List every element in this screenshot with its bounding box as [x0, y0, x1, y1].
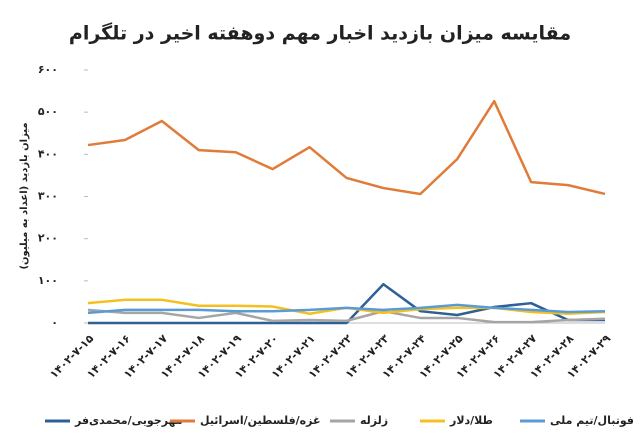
legend-label: زلزله [360, 414, 388, 427]
y-tick-label: ۶۰۰ [38, 63, 58, 76]
series-line [87, 99, 606, 196]
series-line [87, 303, 606, 315]
y-tick-label: ۵۰۰ [38, 105, 58, 118]
y-tick-label: ۱۰۰ [38, 274, 58, 287]
series-line [87, 308, 606, 324]
legend-label: مهرجویی/محمدی‌فر [74, 414, 183, 427]
legend-label: غزه/فلسطین/اسرائیل [200, 414, 321, 427]
legend-label: طلا/دلار [449, 414, 493, 427]
y-tick-label: ۳۰۰ [38, 190, 58, 203]
legend-label: فوتبال/تیم ملی [550, 414, 634, 427]
y-axis-label: میزان بازدید (اعداد به میلیون) [19, 122, 30, 269]
y-tick-label: ۴۰۰ [38, 147, 58, 160]
chart-title: مقایسه میزان بازدید اخبار مهم دوهفته اخی… [69, 22, 571, 45]
series-line [88, 282, 605, 325]
y-tick-label: ۲۰۰ [38, 232, 58, 245]
y-tick-label: ۰ [51, 316, 58, 329]
